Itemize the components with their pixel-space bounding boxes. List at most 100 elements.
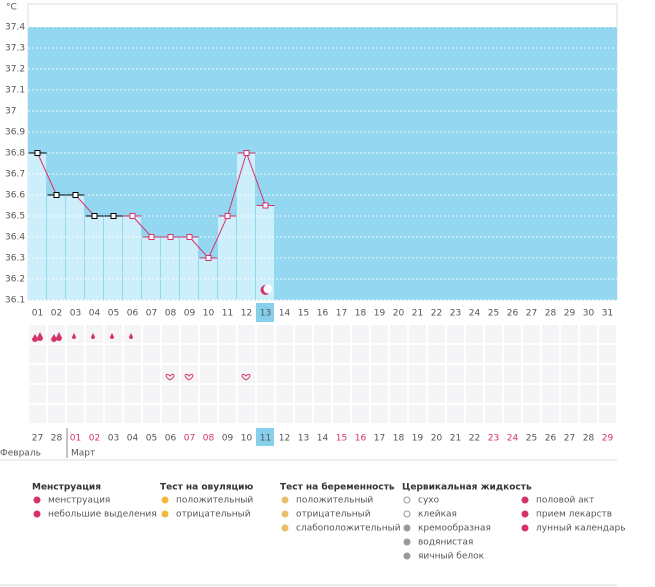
x-tick-label: 22 — [431, 309, 442, 319]
table-cell — [257, 325, 274, 343]
table-cell — [561, 325, 578, 343]
y-tick-label: 37.1 — [5, 86, 25, 96]
table-cell — [599, 405, 616, 423]
legend-icon — [161, 510, 169, 518]
temp-column — [256, 205, 274, 300]
date-label: 21 — [450, 434, 461, 444]
temp-marker — [53, 192, 60, 198]
table-cell — [181, 405, 198, 423]
date-label: 24 — [507, 434, 519, 444]
table-cell — [48, 345, 65, 363]
table-cell — [124, 405, 141, 423]
temp-column — [142, 237, 160, 300]
legend-icon — [33, 496, 41, 504]
x-tick-label: 28 — [545, 309, 557, 319]
legend-item: менструация — [48, 496, 110, 506]
temp-column — [180, 237, 198, 300]
table-cell — [143, 365, 160, 383]
table-cell — [428, 325, 445, 343]
legend-item: слабоположительный — [296, 524, 401, 534]
date-label: 05 — [146, 434, 157, 444]
y-tick-label: 36.5 — [5, 212, 25, 222]
intercourse-icon — [165, 373, 251, 381]
table-cell — [181, 385, 198, 403]
table-cell — [371, 345, 388, 363]
table-cell — [219, 365, 236, 383]
table-cell — [466, 325, 483, 343]
table-cell — [523, 405, 540, 423]
legend-title: Менструация — [32, 483, 101, 493]
x-tick-label: 31 — [602, 309, 613, 319]
date-label: 20 — [431, 434, 443, 444]
table-cell — [504, 345, 521, 363]
highlight-cell — [256, 303, 274, 322]
legend-icon — [281, 510, 289, 518]
table-cell — [67, 385, 84, 403]
legend-item: положительный — [176, 496, 253, 506]
table-cell — [504, 325, 521, 343]
table-cell — [295, 405, 312, 423]
table-cell — [105, 385, 122, 403]
table-cell — [48, 385, 65, 403]
x-tick-label: 29 — [564, 309, 576, 319]
table-cell — [86, 325, 103, 343]
date-label: 27 — [32, 434, 43, 444]
legend-icon — [521, 496, 529, 504]
table-cell — [181, 365, 198, 383]
table-cell — [447, 345, 464, 363]
table-cell — [238, 385, 255, 403]
temp-marker — [205, 255, 212, 261]
legend-icon — [403, 538, 411, 546]
legend-icon — [281, 524, 289, 532]
legend-icon — [403, 496, 411, 504]
date-label: 22 — [469, 434, 480, 444]
month-label: Март — [71, 449, 95, 459]
table-cell — [86, 405, 103, 423]
table-cell — [409, 365, 426, 383]
table-cell — [257, 385, 274, 403]
table-cell — [105, 325, 122, 343]
temp-column — [66, 195, 84, 300]
table-cell — [485, 325, 502, 343]
table-cell — [67, 405, 84, 423]
table-cell — [200, 365, 217, 383]
table-cell — [580, 365, 597, 383]
table-cell — [29, 365, 46, 383]
table-cell — [466, 385, 483, 403]
y-tick-label: 36.3 — [5, 254, 25, 264]
x-tick-label: 08 — [165, 309, 177, 319]
table-cell — [219, 385, 236, 403]
temp-column — [161, 237, 179, 300]
date-label: 19 — [412, 434, 424, 444]
table-cell — [238, 325, 255, 343]
date-label: 11 — [260, 434, 271, 444]
table-cell — [86, 345, 103, 363]
date-label: 26 — [545, 434, 557, 444]
table-cell — [580, 325, 597, 343]
table-cell — [200, 325, 217, 343]
table-cell — [105, 405, 122, 423]
date-label: 15 — [336, 434, 347, 444]
table-cell — [314, 385, 331, 403]
y-tick-label: 36.4 — [5, 233, 25, 243]
table-cell — [428, 405, 445, 423]
table-cell — [257, 345, 274, 363]
temp-marker — [243, 150, 250, 156]
date-label: 09 — [222, 434, 234, 444]
table-cell — [200, 405, 217, 423]
x-tick-label: 15 — [298, 309, 309, 319]
x-tick-label: 21 — [412, 309, 423, 319]
table-cell — [314, 405, 331, 423]
y-tick-label: 36.1 — [5, 296, 25, 306]
table-cell — [29, 385, 46, 403]
x-tick-label: 04 — [89, 309, 101, 319]
temp-marker — [34, 150, 41, 156]
table-cell — [561, 405, 578, 423]
x-tick-label: 05 — [108, 309, 119, 319]
date-label: 14 — [317, 434, 329, 444]
x-tick-label: 11 — [222, 309, 233, 319]
table-cell — [485, 385, 502, 403]
x-tick-label: 18 — [355, 309, 367, 319]
legend-item: половой акт — [536, 496, 594, 506]
table-cell — [523, 345, 540, 363]
